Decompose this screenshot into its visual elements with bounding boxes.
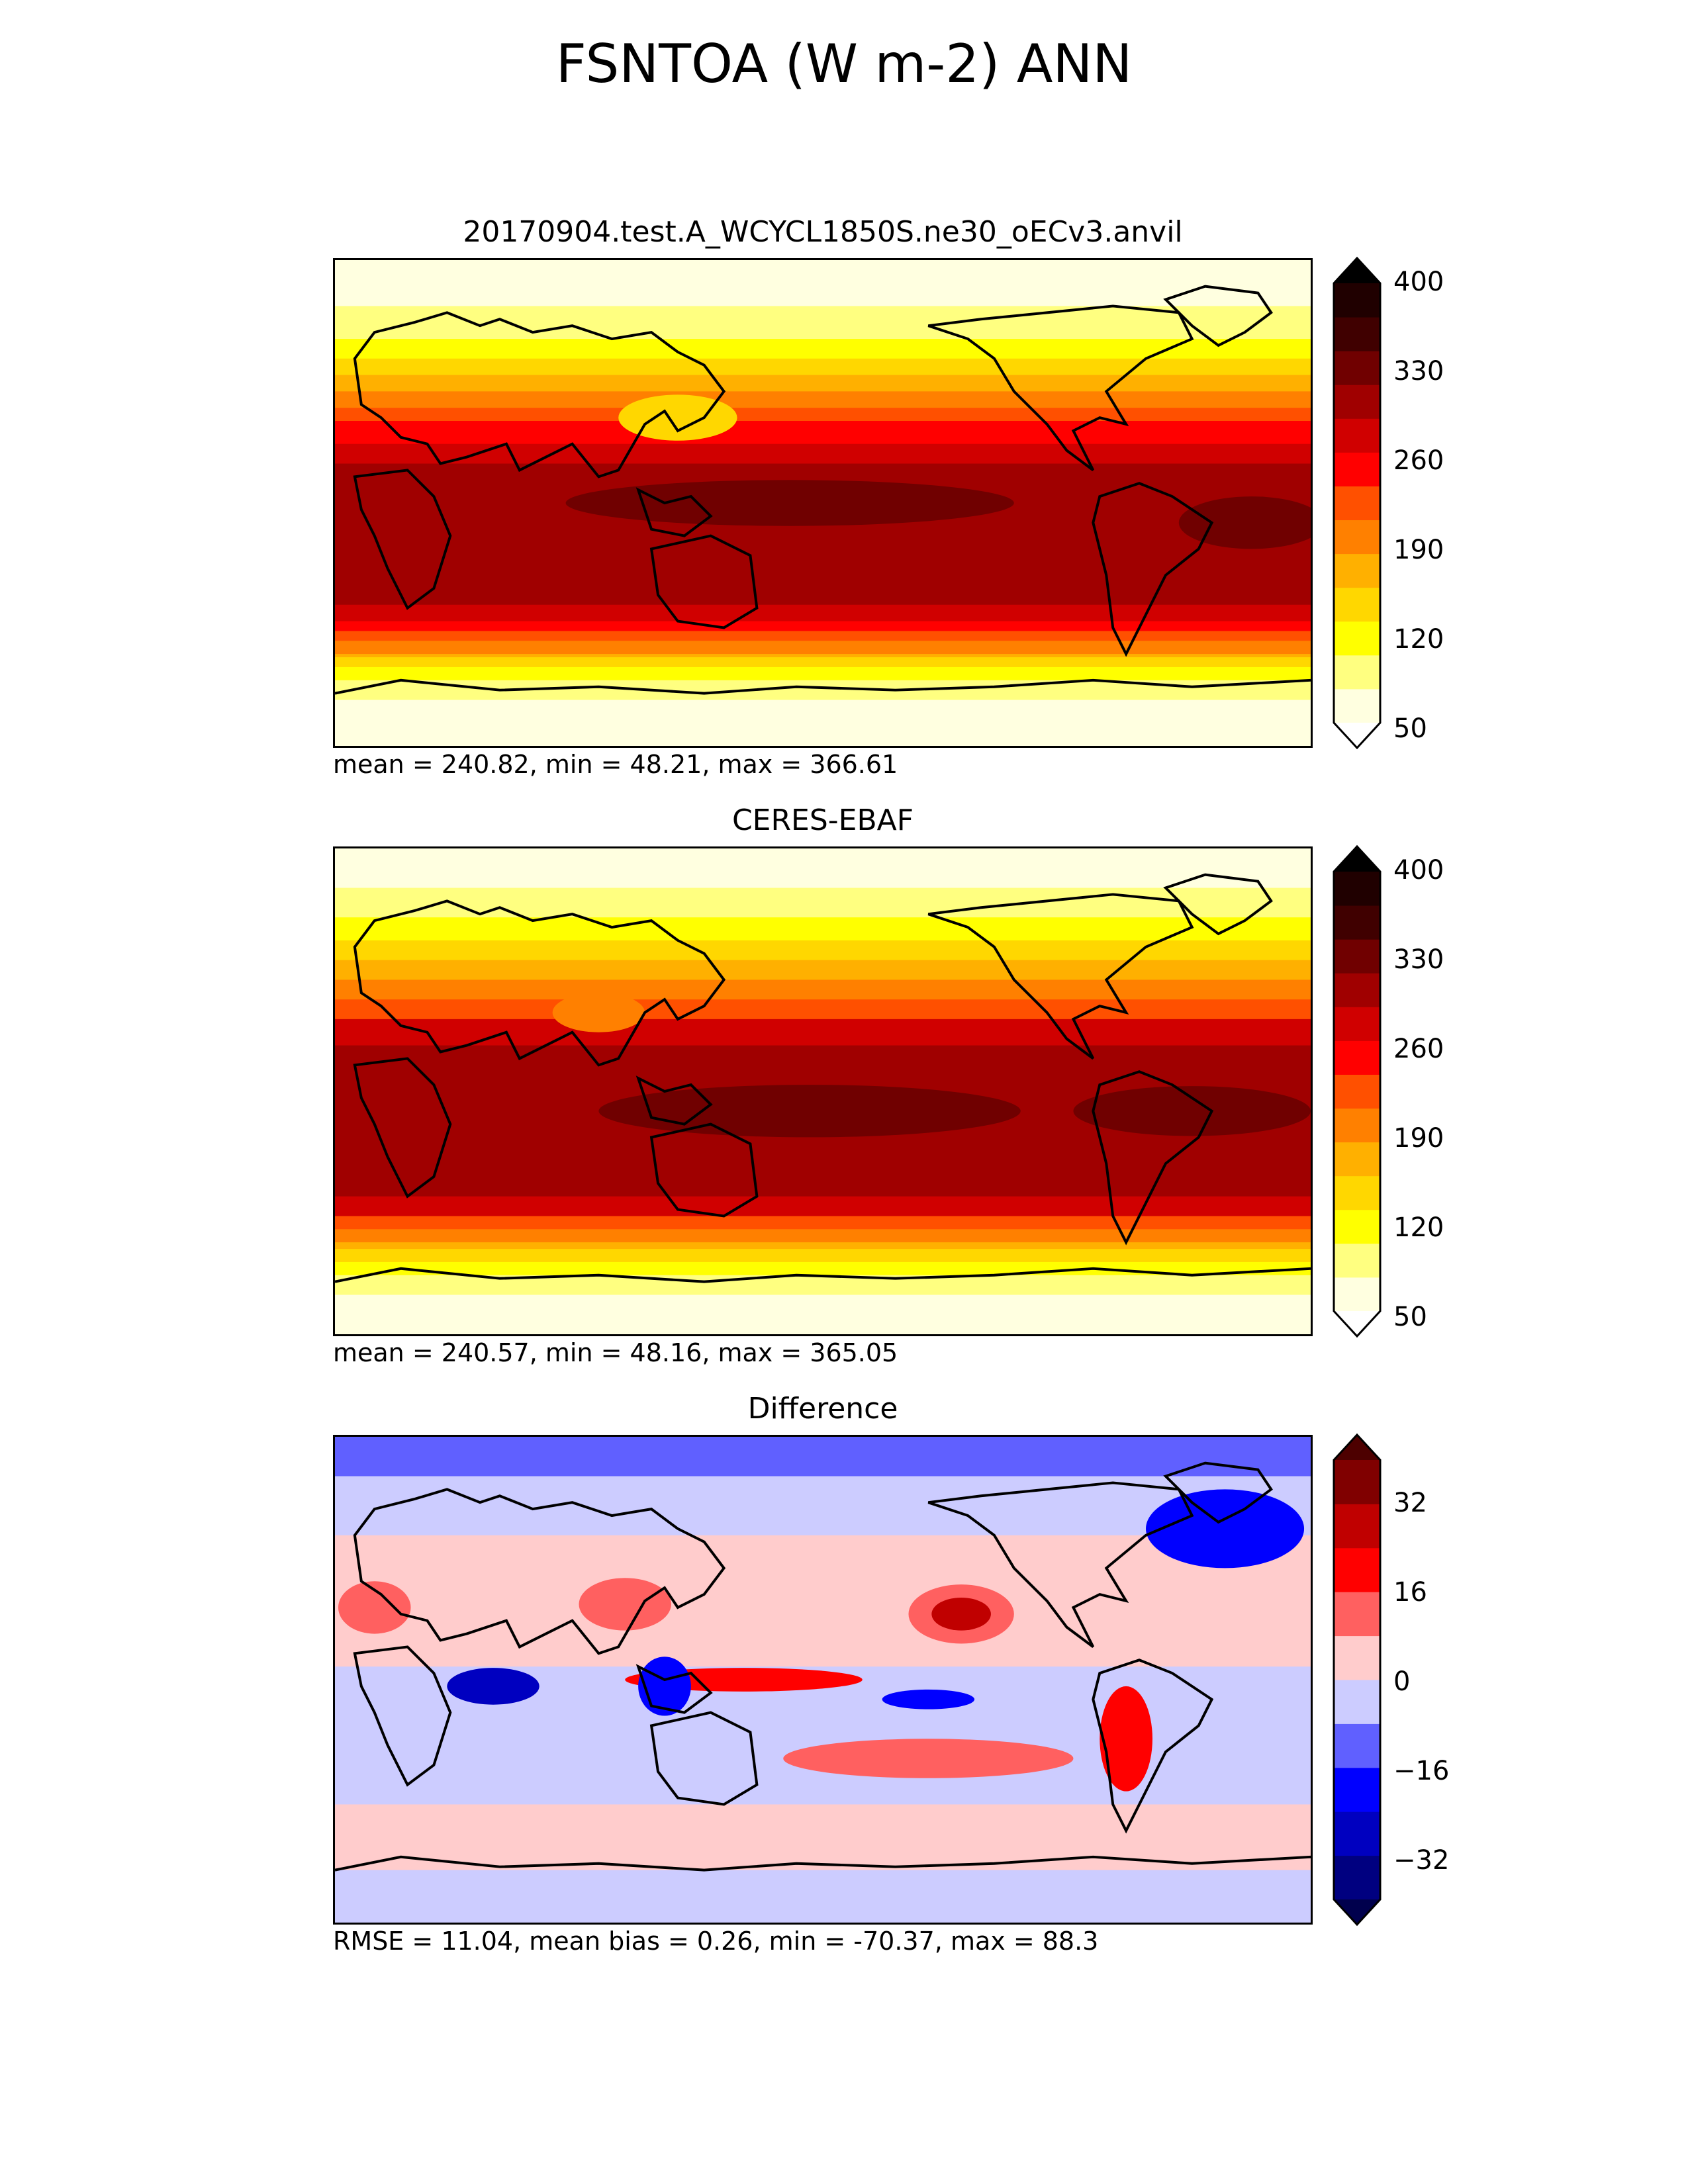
colorbar-band <box>1334 621 1380 656</box>
colorbar-tick: 0 <box>1393 1666 1411 1697</box>
colorbar-band <box>1334 1723 1380 1768</box>
colorbar-outline <box>1333 256 1382 750</box>
stats-reference: mean = 240.57, min = 48.16, max = 365.05 <box>333 1338 898 1367</box>
colorbar-reference <box>1333 844 1382 1338</box>
colorbar-band <box>1334 872 1380 906</box>
colorbar-tick: 190 <box>1393 1123 1444 1154</box>
colorbar-band <box>1334 1108 1380 1143</box>
colorbar-tick: 16 <box>1393 1577 1427 1608</box>
colorbar-tick: 190 <box>1393 535 1444 565</box>
colorbar-gradient <box>1333 844 1382 1338</box>
colorbar-band <box>1334 283 1380 318</box>
colorbar-band <box>1334 486 1380 521</box>
panel-title-reference: CERES-EBAF <box>731 803 914 837</box>
colorbar-tick: −16 <box>1393 1756 1450 1786</box>
stats-difference: RMSE = 11.04, mean bias = 0.26, min = -7… <box>333 1927 1099 1956</box>
colorbar-band <box>1334 1277 1380 1312</box>
colorbar-gradient <box>1333 256 1382 750</box>
colorbar-band <box>1334 1007 1380 1041</box>
colorbar-band <box>1334 520 1380 555</box>
colorbar-band <box>1334 1635 1380 1680</box>
colorbar-band <box>1334 1592 1380 1637</box>
colorbar-extend-max <box>1334 258 1380 283</box>
colorbar-band <box>1334 1547 1380 1592</box>
colorbar-band <box>1334 418 1380 453</box>
colorbar-band <box>1334 1767 1380 1812</box>
colorbar-band <box>1334 905 1380 940</box>
colorbar-band <box>1334 1040 1380 1075</box>
colorbar-band <box>1334 1504 1380 1549</box>
colorbar-band <box>1334 1460 1380 1504</box>
panel-title-test: 20170904.test.A_WCYCL1850S.ne30_oECv3.an… <box>463 215 1183 249</box>
colorbar-tick: 400 <box>1393 855 1444 886</box>
colorbar-band <box>1334 587 1380 622</box>
colorbar-test <box>1333 256 1382 750</box>
colorbar-outline <box>1333 1433 1382 1927</box>
colorbar-tick: 260 <box>1393 1034 1444 1064</box>
colorbar-band <box>1334 1074 1380 1109</box>
colorbar-band <box>1334 1811 1380 1856</box>
colorbar-band <box>1334 1680 1380 1724</box>
colorbar-tick: 260 <box>1393 445 1444 476</box>
colorbar-tick: 50 <box>1393 1302 1427 1332</box>
colorbar-extend-max <box>1334 846 1380 872</box>
colorbar-outline <box>1333 844 1382 1338</box>
colorbar-band <box>1334 1243 1380 1278</box>
colorbar-tick: 330 <box>1393 356 1444 387</box>
colorbar-band <box>1334 1175 1380 1210</box>
colorbar-tick: 330 <box>1393 944 1444 975</box>
colorbar-band <box>1334 655 1380 690</box>
colorbar-band <box>1334 553 1380 588</box>
colorbar-band <box>1334 1142 1380 1177</box>
colorbar-band <box>1334 973 1380 1007</box>
figure-title: FSNTOA (W m-2) ANN <box>555 33 1133 95</box>
colorbar-tick: 32 <box>1393 1488 1427 1518</box>
stats-test: mean = 240.82, min = 48.21, max = 366.61 <box>333 750 898 779</box>
map-reference <box>333 846 1313 1336</box>
map-test <box>333 258 1313 748</box>
colorbar-tick: 120 <box>1393 624 1444 655</box>
colorbar-band <box>1334 351 1380 385</box>
colorbar-tick: 400 <box>1393 267 1444 297</box>
colorbar-tick: 50 <box>1393 713 1427 744</box>
colorbar-extend-min <box>1334 1899 1380 1925</box>
panel-title-difference: Difference <box>747 1392 898 1426</box>
colorbar-difference <box>1333 1433 1382 1927</box>
map-difference <box>333 1435 1313 1925</box>
colorbar-extend-max <box>1334 1435 1380 1460</box>
colorbar-tick: −32 <box>1393 1845 1450 1876</box>
colorbar-band <box>1334 452 1380 486</box>
colorbar-band <box>1334 317 1380 351</box>
colorbar-tick: 120 <box>1393 1212 1444 1243</box>
colorbar-extend-min <box>1334 723 1380 748</box>
colorbar-band <box>1334 1855 1380 1900</box>
colorbar-band <box>1334 385 1380 419</box>
colorbar-band <box>1334 939 1380 974</box>
colorbar-band <box>1334 688 1380 723</box>
colorbar-extend-min <box>1334 1311 1380 1336</box>
colorbar-gradient <box>1333 1433 1382 1927</box>
colorbar-band <box>1334 1209 1380 1244</box>
